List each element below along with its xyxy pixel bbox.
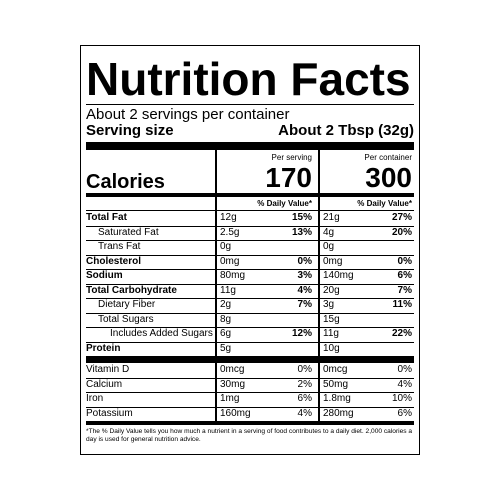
amount: 15g bbox=[323, 313, 340, 325]
daily-value: 27% bbox=[391, 212, 412, 223]
nutrient-name: Includes Added Sugars bbox=[110, 328, 213, 339]
amount: 2.5g bbox=[220, 226, 240, 238]
calories-label: Calories bbox=[86, 171, 165, 193]
amount: 0mg bbox=[323, 255, 343, 267]
rule bbox=[86, 254, 414, 256]
dv-header: % Daily Value* bbox=[357, 199, 412, 208]
nutrient-name: Dietary Fiber bbox=[98, 299, 156, 310]
daily-value: 7% bbox=[397, 284, 412, 296]
nutrient-name: Total Fat bbox=[86, 212, 127, 223]
nutrient-name: Sodium bbox=[86, 270, 123, 281]
medium-rule bbox=[86, 421, 414, 425]
amount: 11g bbox=[323, 328, 339, 339]
amount: 2g bbox=[220, 299, 232, 310]
daily-value: 10% bbox=[391, 393, 412, 404]
amount: 160mg bbox=[220, 407, 251, 419]
thick-rule bbox=[86, 142, 414, 150]
rule bbox=[86, 104, 414, 105]
amount: 6g bbox=[220, 328, 232, 339]
daily-value: 6% bbox=[297, 393, 312, 404]
amount: 1mg bbox=[220, 393, 240, 404]
amount: 5g bbox=[220, 342, 232, 354]
nutrient-name: Calcium bbox=[86, 378, 123, 390]
amount: 0mg bbox=[220, 255, 240, 267]
amount: 0mcg bbox=[323, 364, 348, 375]
rule bbox=[86, 240, 414, 241]
nutrient-name: Total Carbohydrate bbox=[86, 284, 177, 296]
amount: 30mg bbox=[220, 378, 246, 390]
amount: 80mg bbox=[220, 270, 246, 281]
calories-value: 170 bbox=[265, 162, 312, 193]
rule bbox=[86, 269, 414, 270]
amount: 280mg bbox=[323, 407, 354, 419]
medium-rule bbox=[86, 193, 414, 197]
daily-value: 13% bbox=[291, 226, 312, 238]
nutrient-name: Cholesterol bbox=[86, 255, 142, 267]
calories-value: 300 bbox=[365, 162, 412, 193]
amount: 12g bbox=[220, 212, 237, 223]
amount: 11g bbox=[220, 284, 236, 296]
rule bbox=[86, 377, 414, 379]
dv-header: % Daily Value* bbox=[257, 199, 312, 208]
rule bbox=[86, 210, 414, 211]
daily-value: 4% bbox=[397, 378, 412, 390]
rule bbox=[86, 312, 414, 314]
rule bbox=[86, 283, 414, 285]
rule bbox=[86, 225, 414, 227]
rule bbox=[86, 298, 414, 299]
daily-value: 0% bbox=[397, 255, 412, 267]
footnote: *The % Daily Value tells you how much a … bbox=[86, 428, 413, 443]
amount: 20g bbox=[323, 284, 340, 296]
daily-value: 12% bbox=[291, 328, 312, 339]
serving-size-value: About 2 Tbsp (32g) bbox=[278, 122, 414, 139]
serving-size-label: Serving size bbox=[86, 122, 174, 139]
column-header: Per serving bbox=[271, 153, 312, 162]
title: Nutrition Facts bbox=[86, 53, 411, 105]
daily-value: 2% bbox=[297, 378, 312, 390]
rule bbox=[86, 406, 414, 408]
nutrient-name: Total Sugars bbox=[98, 313, 154, 325]
daily-value: 0% bbox=[297, 364, 312, 375]
amount: 3g bbox=[323, 299, 335, 310]
daily-value: 3% bbox=[297, 270, 312, 281]
column-divider bbox=[318, 150, 320, 421]
daily-value: 7% bbox=[297, 299, 312, 310]
amount: 0g bbox=[323, 241, 335, 252]
amount: 10g bbox=[323, 342, 340, 354]
daily-value: 4% bbox=[297, 284, 312, 296]
nutrient-name: Potassium bbox=[86, 407, 133, 419]
amount: 8g bbox=[220, 313, 232, 325]
daily-value: 0% bbox=[297, 255, 312, 267]
daily-value: 20% bbox=[391, 226, 412, 238]
nutrient-name: Saturated Fat bbox=[98, 226, 159, 238]
column-divider bbox=[215, 150, 217, 421]
amount: 0mcg bbox=[220, 364, 245, 375]
daily-value: 11% bbox=[392, 299, 412, 310]
thick-rule bbox=[86, 356, 414, 363]
servings-text: About 2 servings per container bbox=[86, 106, 290, 123]
daily-value: 6% bbox=[397, 270, 412, 281]
column-header: Per container bbox=[364, 153, 412, 162]
daily-value: 15% bbox=[291, 212, 312, 223]
amount: 21g bbox=[323, 212, 340, 223]
nutrient-name: Vitamin D bbox=[86, 364, 130, 375]
nutrient-name: Trans Fat bbox=[98, 241, 141, 252]
amount: 50mg bbox=[323, 378, 349, 390]
nutrition-label: Nutrition Facts About 2 servings per cont… bbox=[80, 45, 420, 455]
rule bbox=[86, 341, 414, 343]
nutrient-name: Iron bbox=[86, 393, 104, 404]
daily-value: 6% bbox=[397, 407, 412, 419]
daily-value: 0% bbox=[397, 364, 412, 375]
nutrient-name: Protein bbox=[86, 342, 121, 354]
amount: 0g bbox=[220, 241, 232, 252]
amount: 1.8mg bbox=[323, 393, 351, 404]
amount: 4g bbox=[323, 226, 335, 238]
daily-value: 4% bbox=[297, 407, 312, 419]
rule bbox=[86, 392, 414, 393]
rule bbox=[86, 327, 414, 328]
amount: 140mg bbox=[323, 270, 354, 281]
daily-value: 22% bbox=[391, 328, 412, 339]
